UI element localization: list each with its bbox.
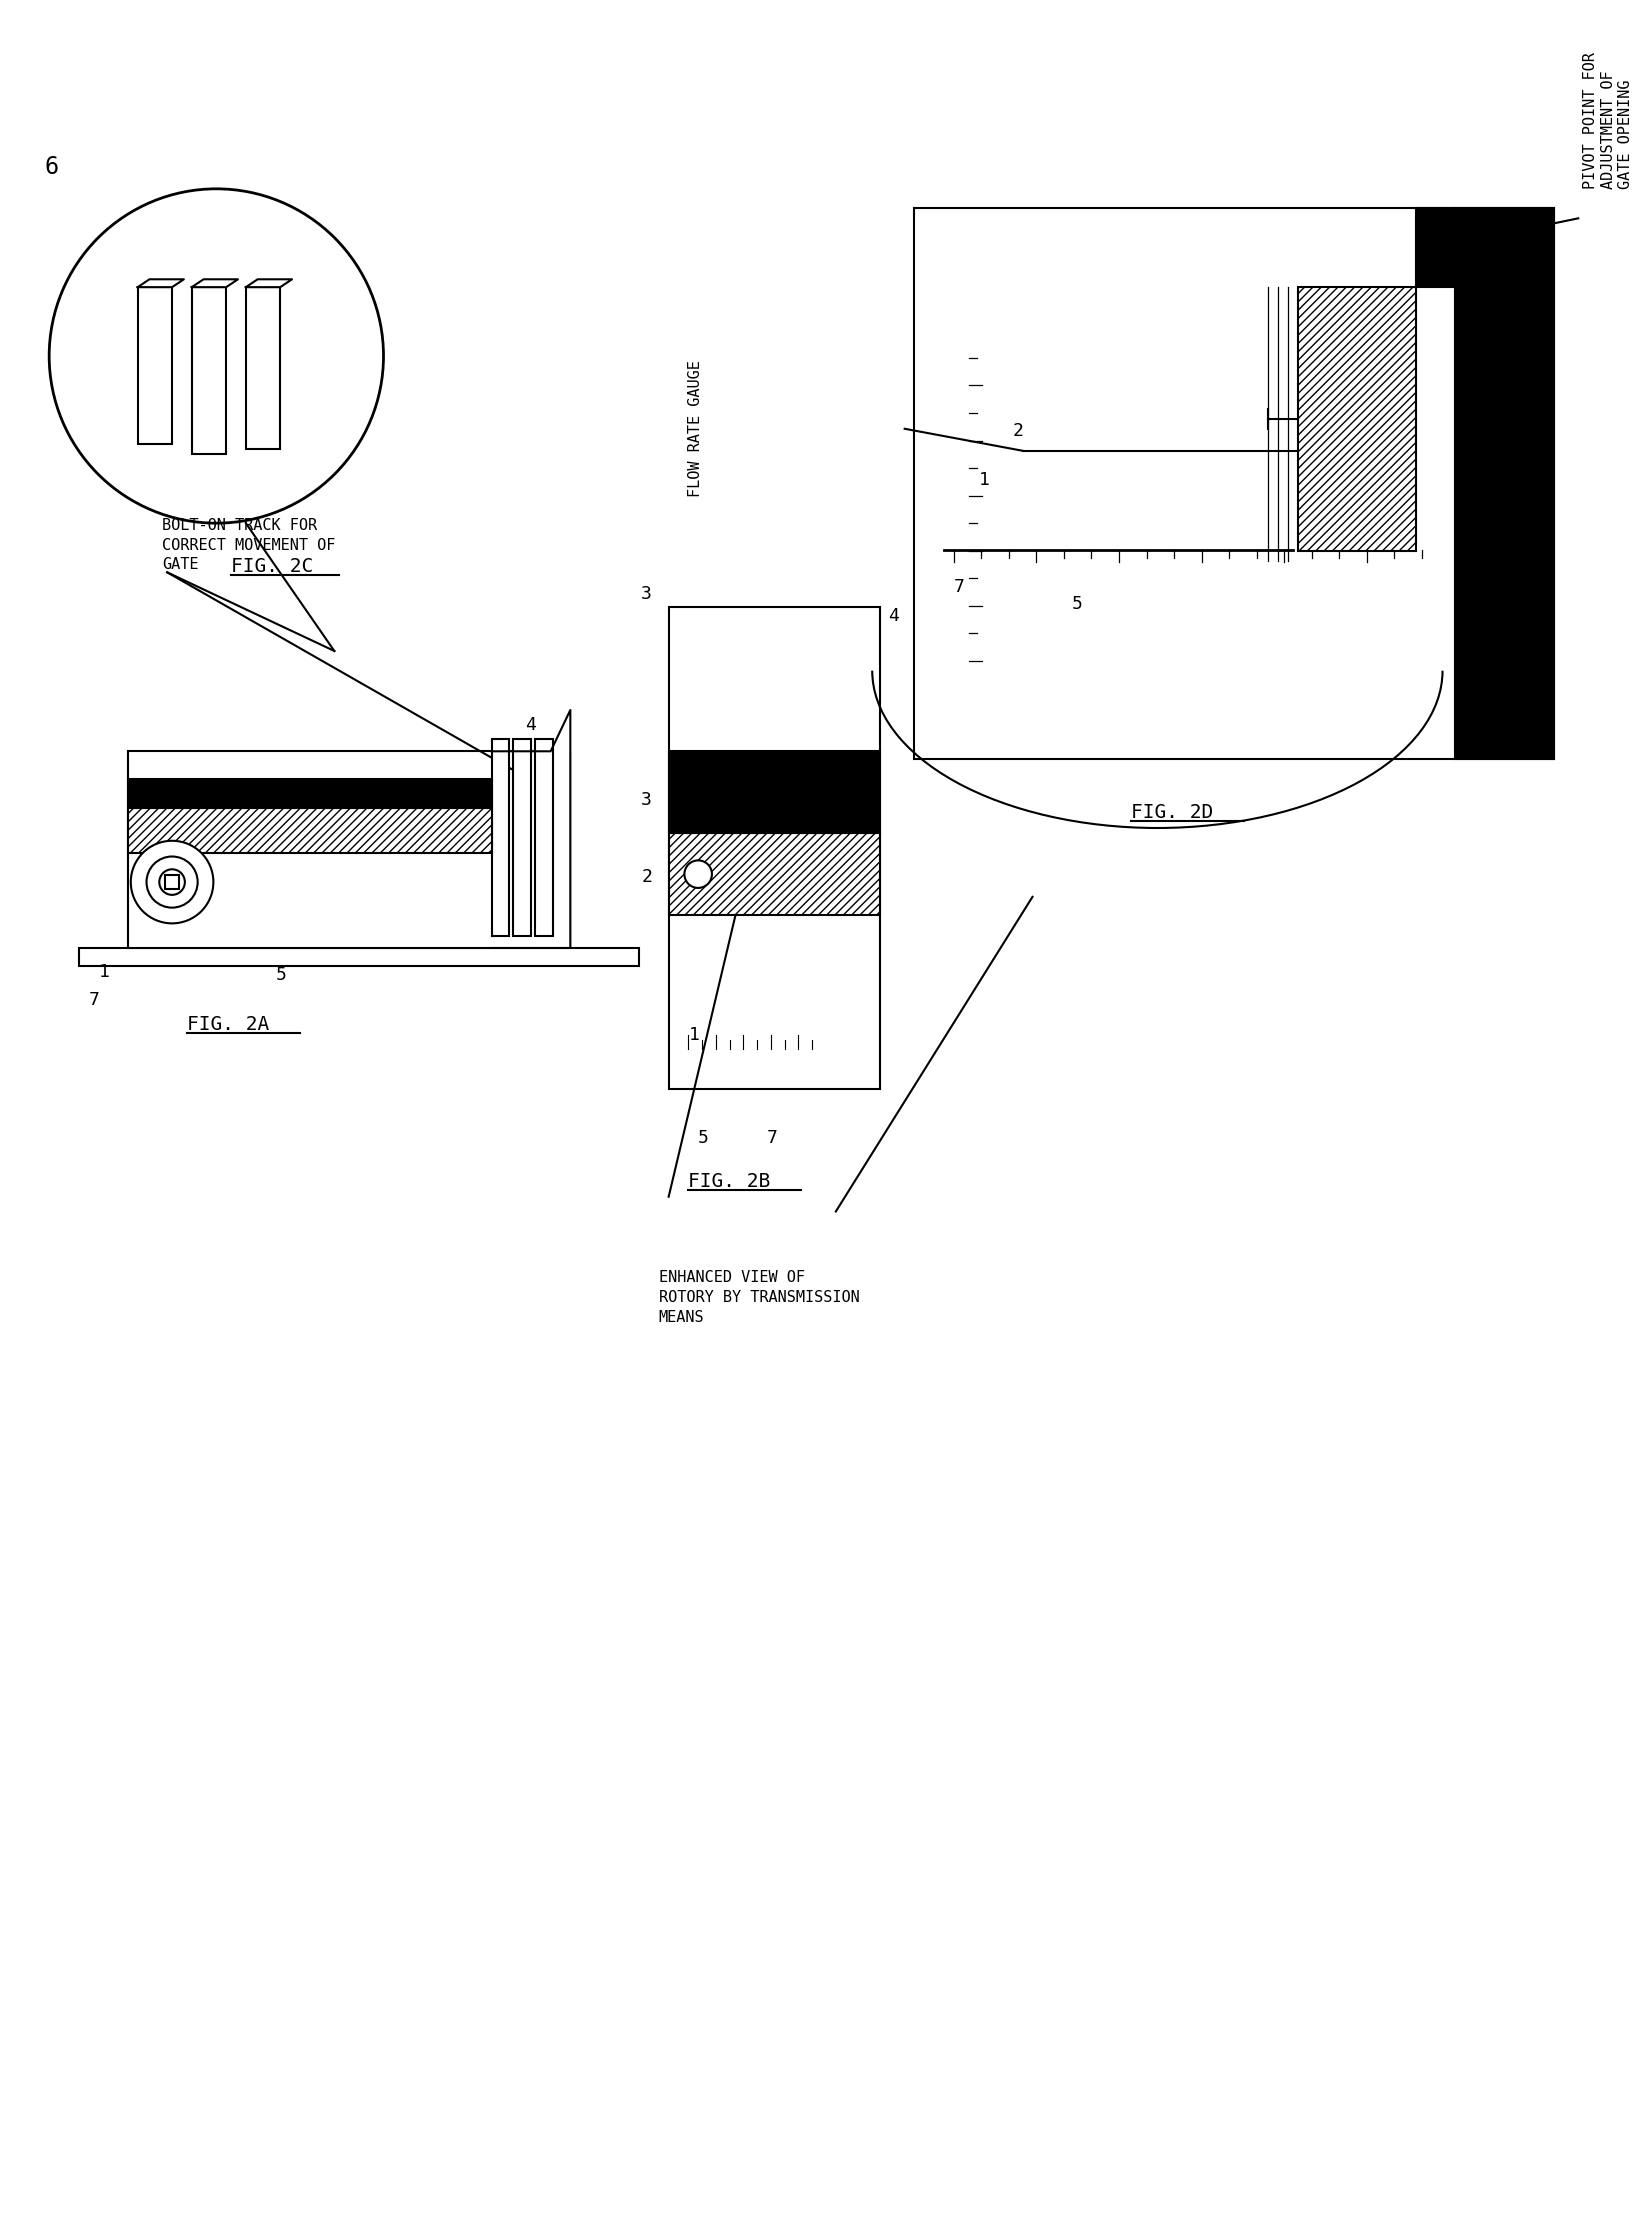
Text: ENHANCED VIEW OF
ROTORY BY TRANSMISSION
MEANS: ENHANCED VIEW OF ROTORY BY TRANSMISSION … bbox=[659, 1270, 859, 1326]
Text: 4: 4 bbox=[887, 607, 899, 625]
Text: 1: 1 bbox=[98, 963, 109, 981]
Bar bbox=[668, 750, 881, 833]
Bar bbox=[513, 739, 531, 936]
Bar bbox=[191, 287, 225, 455]
Circle shape bbox=[685, 860, 712, 887]
Text: 3: 3 bbox=[1476, 497, 1485, 515]
Text: 4: 4 bbox=[525, 715, 536, 735]
Polygon shape bbox=[245, 280, 292, 287]
Text: 7: 7 bbox=[88, 990, 100, 1008]
Text: 3: 3 bbox=[641, 585, 652, 603]
Text: 5: 5 bbox=[1072, 596, 1083, 614]
Bar bbox=[165, 876, 180, 889]
Bar bbox=[1417, 208, 1456, 287]
Bar bbox=[127, 780, 492, 809]
Bar bbox=[127, 750, 570, 948]
Text: 7: 7 bbox=[766, 1129, 778, 1147]
Text: 6: 6 bbox=[44, 155, 59, 179]
Text: 2: 2 bbox=[641, 869, 652, 887]
Text: 2: 2 bbox=[152, 820, 163, 838]
Bar bbox=[1297, 287, 1417, 551]
Text: BOLT-ON TRACK FOR
CORRECT MOVEMENT OF
GATE: BOLT-ON TRACK FOR CORRECT MOVEMENT OF GA… bbox=[162, 517, 335, 573]
Polygon shape bbox=[492, 710, 570, 948]
Circle shape bbox=[49, 188, 384, 524]
Text: 3: 3 bbox=[162, 780, 173, 797]
Bar bbox=[492, 739, 510, 936]
Bar bbox=[245, 287, 281, 450]
Bar bbox=[127, 809, 492, 853]
Bar bbox=[78, 948, 639, 965]
Bar bbox=[668, 607, 881, 1089]
Text: FIG. 2A: FIG. 2A bbox=[186, 1015, 270, 1033]
Polygon shape bbox=[191, 280, 239, 287]
Bar bbox=[668, 833, 881, 916]
Bar bbox=[1456, 208, 1554, 759]
Text: 1: 1 bbox=[688, 1026, 699, 1044]
Text: 5: 5 bbox=[276, 965, 286, 983]
Bar bbox=[534, 739, 552, 936]
Text: FIG. 2D: FIG. 2D bbox=[1131, 804, 1212, 822]
Text: FIG. 2C: FIG. 2C bbox=[230, 558, 314, 576]
Circle shape bbox=[147, 856, 198, 907]
Circle shape bbox=[158, 869, 185, 894]
Circle shape bbox=[131, 840, 214, 923]
Text: 7: 7 bbox=[954, 578, 964, 596]
Text: FLOW RATE GAUGE: FLOW RATE GAUGE bbox=[688, 361, 703, 497]
Text: FIG. 2B: FIG. 2B bbox=[688, 1172, 771, 1192]
Text: 1: 1 bbox=[979, 470, 989, 488]
Text: 5: 5 bbox=[698, 1129, 709, 1147]
Bar bbox=[915, 208, 1554, 759]
Text: PIVOT POINT FOR
ADJUSTMENT OF
GATE OPENING: PIVOT POINT FOR ADJUSTMENT OF GATE OPENI… bbox=[1583, 52, 1632, 188]
Polygon shape bbox=[137, 280, 185, 287]
Text: 3: 3 bbox=[641, 791, 652, 809]
Bar bbox=[137, 287, 172, 444]
Text: 2: 2 bbox=[1013, 421, 1025, 439]
